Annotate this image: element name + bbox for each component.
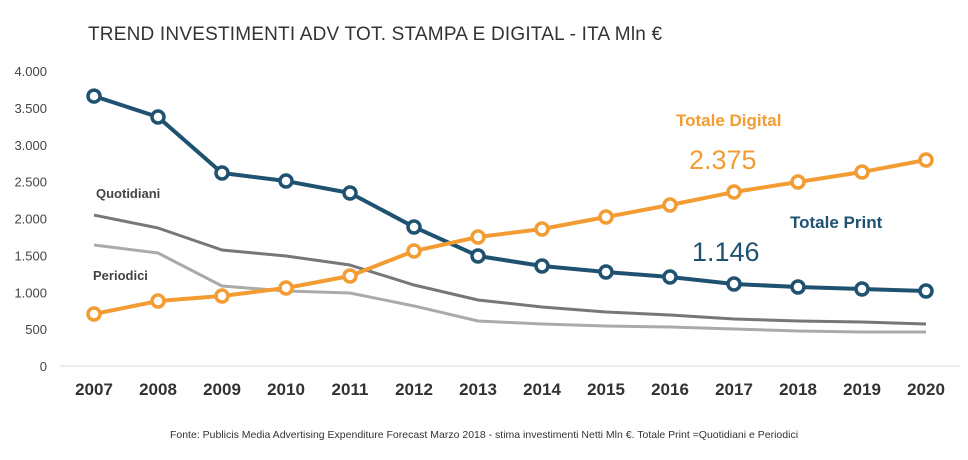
series-line [93,243,926,334]
x-tick-label: 2019 [843,380,881,399]
x-tick-label: 2016 [651,380,689,399]
data-point [470,248,486,264]
data-point [278,173,294,189]
data-point [406,243,422,259]
data-point [278,280,294,296]
x-tick-label: 2018 [779,380,817,399]
y-tick-label: 2.000 [14,212,47,227]
y-tick-label: 3.500 [14,101,47,116]
data-point [214,165,230,181]
series-periodici [93,243,926,334]
annotation-totale-print: Totale Print [790,213,883,232]
annotation-print-value: 1.146 [692,237,760,267]
data-point [726,276,742,292]
x-tick-label: 2013 [459,380,497,399]
data-point [342,268,358,284]
y-tick-label: 4.000 [14,64,47,79]
data-point [214,288,230,304]
x-tick-label: 2020 [907,380,945,399]
source-note: Fonte: Publicis Media Advertising Expend… [169,429,799,441]
data-point [662,269,678,285]
annotation-totale-digital: Totale Digital [676,111,781,130]
data-point [534,258,550,274]
data-point [790,279,806,295]
y-tick-label: 500 [25,322,47,337]
data-point [598,209,614,225]
x-tick-label: 2011 [332,380,369,399]
data-point [470,229,486,245]
data-point [86,88,102,104]
x-tick-label: 2015 [587,380,625,399]
series-totale-digital [86,152,934,322]
series-line [93,158,927,316]
x-tick-label: 2017 [715,380,753,399]
data-point [790,174,806,190]
series-line [93,94,927,293]
x-tick-label: 2012 [395,380,433,399]
annotation-digital-value: 2.375 [689,145,757,175]
series-totale-print [86,88,934,299]
x-tick-label: 2014 [523,380,561,399]
data-point [150,293,166,309]
data-point [854,281,870,297]
data-point [918,283,934,299]
annotation-periodici: Periodici [93,268,148,283]
series-quotidiani [93,213,927,326]
data-point [918,152,934,168]
data-point [86,306,102,322]
data-point [342,185,358,201]
data-point [726,184,742,200]
data-point [406,219,422,235]
x-tick-label: 2010 [267,380,305,399]
x-tick-label: 2008 [139,380,177,399]
data-point [150,109,166,125]
data-point [598,264,614,280]
chart-title: TREND INVESTIMENTI ADV TOT. STAMPA E DIG… [88,24,663,45]
x-tick-label: 2007 [75,380,113,399]
annotation-quotidiani: Quotidiani [96,186,160,201]
x-tick-label: 2009 [203,380,241,399]
series-line [93,213,927,326]
y-tick-label: 1.500 [14,248,47,263]
y-tick-label: 1.000 [14,285,47,300]
y-tick-label: 0 [40,359,47,374]
data-point [534,221,550,237]
data-point [854,164,870,180]
data-point [662,197,678,213]
y-tick-label: 3.000 [14,138,47,153]
y-tick-label: 2.500 [14,175,47,190]
